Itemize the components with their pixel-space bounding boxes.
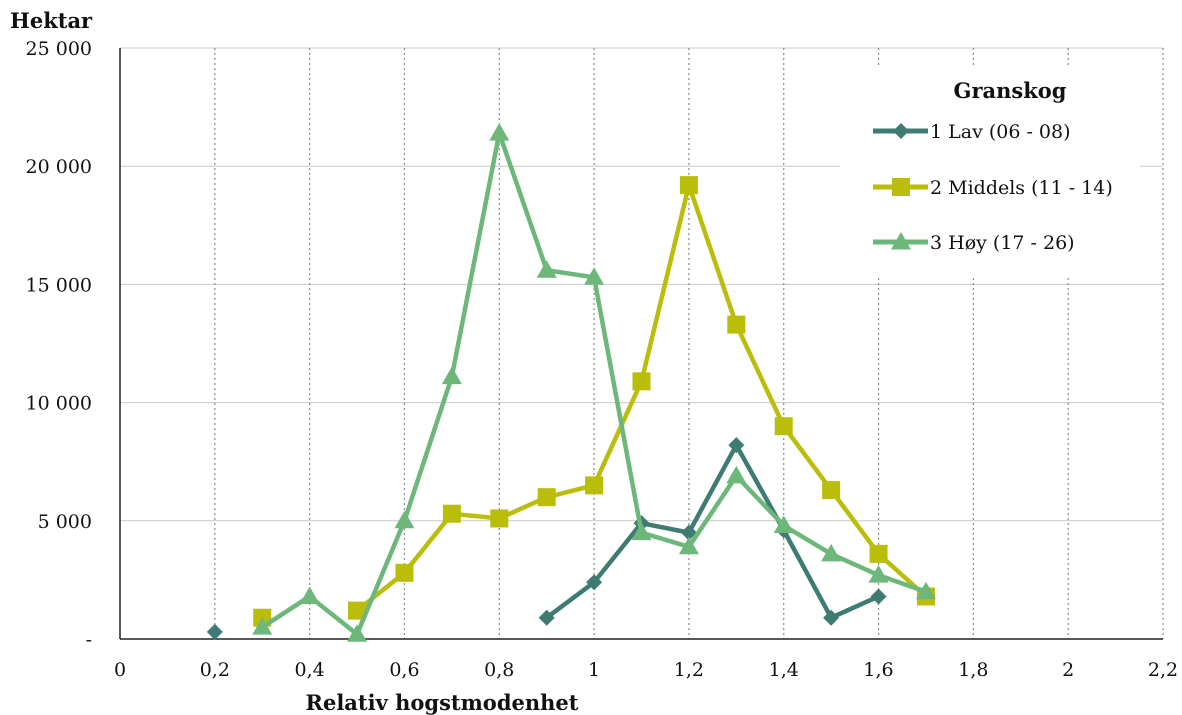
data-point-diamond: [728, 437, 745, 454]
data-point-square: [632, 372, 651, 391]
y-tick-label: 5 000: [38, 511, 92, 533]
data-point-diamond: [823, 609, 840, 626]
legend-item-1: 1 Lav (06 - 08): [873, 121, 1071, 143]
legend-items: 1 Lav (06 - 08) 2 Middels (11 - 14) 3 Høy …: [873, 121, 1113, 254]
series-1: [206, 437, 887, 640]
x-tick-label: 1,8: [958, 659, 988, 681]
data-point-triangle: [678, 536, 699, 555]
axes: [119, 48, 1163, 640]
data-point-triangle: [821, 543, 842, 562]
data-point-square: [822, 481, 841, 500]
x-tick-label: 0: [114, 659, 126, 681]
series-3: [252, 123, 936, 642]
x-tick-labels: 0 0,2 0,4 0,6 0,8 1 1,2 1,4 1,6 1,8 2 2,2: [114, 659, 1178, 681]
data-point-triangle: [347, 624, 368, 642]
data-point-square: [727, 315, 746, 334]
data-point-triangle: [252, 617, 273, 635]
y-tick-label: 25 000: [26, 38, 92, 60]
y-tick-label: 10 000: [26, 393, 92, 415]
data-point-triangle: [891, 232, 911, 250]
data-point-square: [537, 488, 556, 507]
x-tick-label: 1: [588, 659, 600, 681]
y-axis-title: Hektar: [10, 8, 93, 33]
legend-title: Granskog: [954, 78, 1067, 103]
x-tick-label: 1,4: [769, 659, 799, 681]
x-tick-label: 2,2: [1148, 659, 1178, 681]
data-point-diamond: [893, 123, 909, 139]
x-tick-label: 1,6: [863, 659, 893, 681]
data-point-square: [442, 504, 461, 523]
data-point-diamond: [538, 609, 555, 626]
legend-label: 1 Lav (06 - 08): [930, 121, 1071, 143]
data-point-square: [585, 476, 604, 495]
legend-label: 3 Høy (17 - 26): [930, 232, 1075, 254]
data-point-square: [490, 509, 509, 528]
x-tick-label: 0,8: [484, 659, 514, 681]
data-point-diamond: [586, 574, 603, 591]
data-point-triangle: [584, 267, 605, 285]
x-tick-label: 1,2: [674, 659, 704, 681]
legend-item-2: 2 Middels (11 - 14): [873, 177, 1113, 199]
data-point-diamond: [870, 588, 887, 605]
data-point-triangle: [773, 515, 794, 534]
x-tick-label: 2: [1062, 659, 1074, 681]
data-point-square: [679, 176, 698, 195]
data-point-triangle: [441, 366, 462, 385]
x-tick-label: 0,2: [200, 659, 230, 681]
x-axis-title: Relativ hogstmodenhet: [306, 690, 579, 715]
data-point-triangle: [299, 586, 320, 604]
legend: Granskog 1 Lav (06 - 08) 2 Middels (11 - …: [840, 68, 1140, 278]
data-point-square: [348, 601, 367, 620]
y-tick-label: 20 000: [26, 156, 92, 178]
data-point-triangle: [631, 522, 652, 541]
data-point-triangle: [868, 565, 889, 583]
data-point-triangle: [915, 581, 936, 600]
legend-item-3: 3 Høy (17 - 26): [873, 232, 1075, 254]
data-point-square: [869, 544, 888, 563]
data-point-square: [774, 417, 793, 436]
series-2: [253, 176, 935, 627]
data-point-triangle: [489, 123, 510, 141]
series: [206, 123, 936, 642]
x-tick-label: 0,4: [295, 659, 325, 681]
x-tick-label: 0,6: [389, 659, 419, 681]
y-tick-label: -: [86, 629, 92, 651]
grid: [120, 47, 1164, 639]
y-tick-labels: - 5 000 10 000 15 000 20 000 25 000: [26, 38, 92, 651]
legend-label: 2 Middels (11 - 14): [930, 177, 1113, 199]
series-line: [544, 442, 881, 620]
data-point-square: [395, 563, 414, 582]
data-point-triangle: [726, 465, 747, 484]
data-point-triangle: [394, 510, 415, 529]
data-point-diamond: [206, 623, 223, 640]
data-point-square: [892, 178, 910, 196]
data-point-triangle: [536, 260, 557, 278]
data-point-diamond: [680, 524, 697, 541]
y-tick-label: 15 000: [26, 274, 92, 296]
